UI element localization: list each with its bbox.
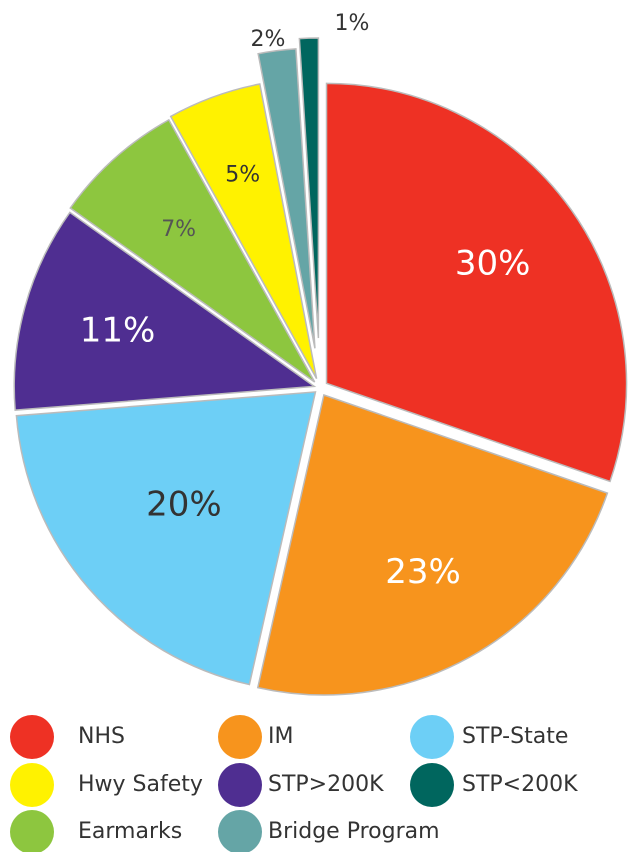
pie-slice (257, 48, 316, 349)
data-label: 5% (225, 163, 260, 188)
legend-label: STP>200K (268, 772, 384, 797)
legend-swatch (10, 810, 54, 852)
data-label: 11% (80, 311, 156, 351)
pie-slice (69, 118, 316, 383)
data-label: 2% (251, 27, 286, 52)
legend-label: Bridge Program (268, 819, 440, 844)
data-label: 7% (161, 217, 196, 242)
pie-slice (325, 82, 628, 483)
legend-swatch (10, 715, 54, 759)
data-label: 1% (335, 11, 370, 36)
legend-swatch (218, 715, 262, 759)
pie-slice (169, 83, 318, 379)
data-label: 30% (455, 244, 531, 284)
pie-slice (13, 211, 317, 411)
legend-label: STP<200K (462, 772, 578, 797)
legend-swatch (410, 763, 454, 807)
legend-label: IM (268, 724, 293, 749)
legend-swatch (410, 715, 454, 759)
legend-label: NHS (78, 724, 125, 749)
data-label: 20% (146, 484, 222, 524)
data-label: 23% (385, 552, 461, 592)
pie-slice (15, 391, 317, 686)
legend-swatch (10, 763, 54, 807)
legend-label: STP-State (462, 724, 568, 749)
legend-swatch (218, 763, 262, 807)
pie-slice (298, 37, 320, 339)
legend-swatch (218, 810, 262, 852)
pie-slice (256, 394, 609, 696)
legend-label: Earmarks (78, 819, 182, 844)
legend-label: Hwy Safety (78, 772, 203, 797)
